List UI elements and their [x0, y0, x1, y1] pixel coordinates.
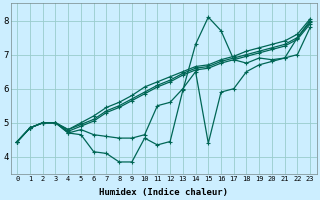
X-axis label: Humidex (Indice chaleur): Humidex (Indice chaleur) [99, 188, 228, 197]
